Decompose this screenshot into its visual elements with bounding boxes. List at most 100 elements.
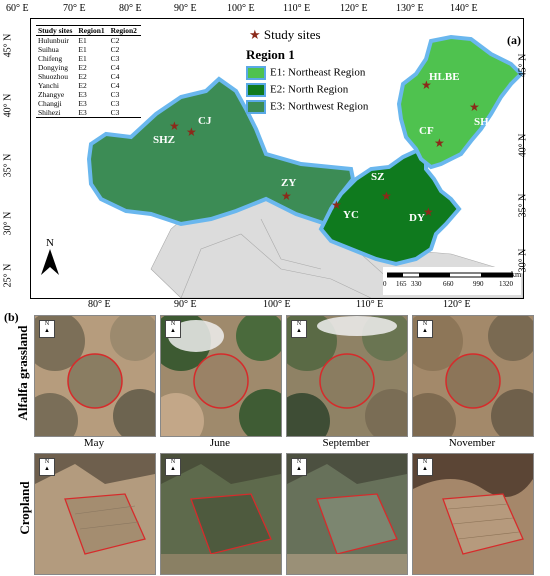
- top-axis-tick: 110° E: [283, 3, 311, 14]
- right-axis-tick: 45° N: [517, 53, 529, 78]
- mini-north-label: N: [422, 321, 428, 327]
- site-star-cf: ★: [434, 136, 445, 150]
- table-cell: C4: [110, 63, 120, 72]
- site-star-sh: ★: [469, 100, 480, 114]
- north-arrow-icon: [41, 249, 59, 275]
- table-row: Chifeng E1 C3: [36, 54, 141, 63]
- site-star-yc: ★: [331, 198, 342, 212]
- table-header: Region1: [76, 25, 109, 36]
- table-row: Zhangye E3 C3: [36, 90, 141, 99]
- table-cell: Changji: [38, 99, 62, 108]
- top-axis-tick: 120° E: [340, 3, 368, 14]
- bottom-axis-tick: 90° E: [174, 299, 197, 310]
- table-cell: Yanchi: [38, 81, 59, 90]
- table-cell: E1: [78, 54, 87, 63]
- mini-north-arrow: N ▲: [291, 458, 307, 476]
- mini-north-label: N: [170, 321, 176, 327]
- table-header-row: Study sites Region1 Region2: [36, 25, 141, 36]
- right-axis-tick: 40° N: [517, 133, 529, 158]
- site-star-zy: ★: [281, 189, 292, 203]
- legend-study-sites: ★ Study sites: [249, 27, 321, 43]
- table-cell: E3: [76, 108, 109, 118]
- table-cell: Suihua: [38, 45, 59, 54]
- table-cell: E2: [78, 63, 87, 72]
- mini-north-label: N: [44, 459, 50, 465]
- left-axis-tick: 25° N: [2, 263, 14, 288]
- cropland-september-image: N ▲: [286, 453, 408, 575]
- table-row: Shuozhou E2 C4: [36, 72, 141, 81]
- top-axis-tick: 140° E: [450, 3, 478, 14]
- table-row: Yanchi E2 C4: [36, 81, 141, 90]
- right-axis-tick: 30° N: [517, 248, 529, 273]
- site-star-sz: ★: [381, 189, 392, 203]
- table-cell: Dongying: [38, 63, 68, 72]
- table-row: Changji E3 C3: [36, 99, 141, 108]
- mini-north-label: N: [422, 459, 428, 465]
- table-cell: Zhangye: [38, 90, 65, 99]
- table-row: Dongying E2 C4: [36, 63, 141, 72]
- alfalfa-may-image: N ▲: [34, 315, 156, 437]
- scale-tick: 330: [411, 280, 422, 288]
- legend-item-label: E2: North Region: [270, 83, 349, 96]
- month-label-september: September: [322, 437, 370, 449]
- site-label-hlbe: HLBE: [429, 71, 460, 83]
- table-row: Shihezi E3 C3: [36, 108, 141, 118]
- scale-bar: 0 165 330 660 990 1320 km: [383, 267, 521, 295]
- row-label-alfalfa: Alfalfa grassland: [15, 325, 30, 421]
- table-cell: E3: [78, 90, 87, 99]
- bottom-axis-tick: 120° E: [443, 299, 471, 310]
- site-label-zy: ZY: [281, 177, 297, 189]
- table-cell: C4: [110, 81, 120, 90]
- panel-a-label: (a): [507, 33, 521, 47]
- month-label-june: June: [209, 437, 231, 449]
- mini-north-arrow: N ▲: [291, 320, 307, 338]
- scale-tick: 990: [473, 280, 484, 288]
- mini-north-label: N: [44, 321, 50, 327]
- table-cell: E2: [78, 72, 87, 81]
- swatch-e1: [246, 66, 266, 80]
- table-cell: C3: [110, 90, 120, 99]
- site-label-yc: YC: [343, 209, 359, 221]
- legend-item-label: E3: Northwest Region: [270, 100, 369, 113]
- table-row: Suihua E1 C2: [36, 45, 141, 54]
- mini-north-arrow: N ▲: [417, 458, 433, 476]
- site-label-shz: SHZ: [153, 134, 176, 146]
- table-cell: C4: [110, 72, 120, 81]
- site-star-hlbe: ★: [421, 78, 432, 92]
- mini-north-arrow: N ▲: [39, 320, 55, 338]
- cropland-june-image: N ▲: [160, 453, 282, 575]
- table-cell: E3: [78, 99, 87, 108]
- alfalfa-september-image: N ▲: [286, 315, 408, 437]
- site-label-sh: SH: [474, 116, 489, 128]
- right-axis-tick: 35° N: [517, 193, 529, 218]
- table-cell: C3: [110, 54, 120, 63]
- study-sites-table: Study sites Region1 Region2 Hulunbuir E1 C…: [36, 25, 141, 118]
- left-axis-tick: 35° N: [2, 153, 14, 178]
- bottom-axis-tick: 110° E: [356, 299, 384, 310]
- top-axis-tick: 70° E: [63, 3, 86, 14]
- mini-north-label: N: [170, 459, 176, 465]
- left-axis-tick: 45° N: [2, 33, 14, 58]
- mini-north-label: N: [296, 459, 302, 465]
- alfalfa-june-image: N ▲: [160, 315, 282, 437]
- north-label: N: [46, 237, 54, 249]
- table-cell: C3: [110, 99, 120, 108]
- table-cell: E1: [78, 45, 87, 54]
- row-label-cropland: Cropland: [17, 481, 32, 535]
- table-cell: C2: [110, 45, 120, 54]
- mini-north-label: N: [296, 321, 302, 327]
- cropland-may-image: N ▲: [34, 453, 156, 575]
- table-cell: Shihezi: [36, 108, 77, 118]
- swatch-e2: [246, 83, 266, 97]
- scale-bar-graphic: [387, 272, 513, 278]
- top-axis-tick: 100° E: [227, 3, 255, 14]
- panel-b-label: (b): [4, 310, 19, 324]
- north-arrow: N: [41, 237, 59, 278]
- month-label-november: November: [448, 437, 496, 449]
- mini-north-arrow: N ▲: [165, 458, 181, 476]
- scale-tick: 660: [443, 280, 454, 288]
- site-label-sz: SZ: [371, 171, 385, 183]
- scale-unit: km: [511, 270, 522, 279]
- mini-north-arrow: N ▲: [417, 320, 433, 338]
- table-header: Region2: [108, 25, 141, 36]
